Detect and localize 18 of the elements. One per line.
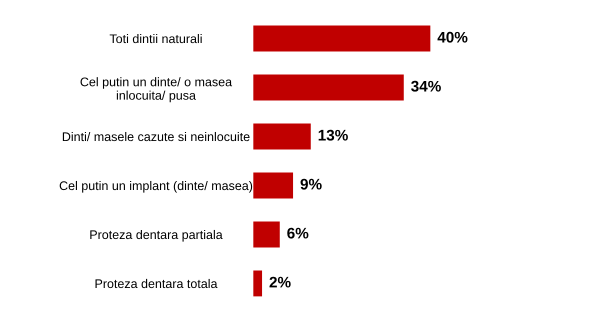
y-tick-label: Proteza dentara totala — [96, 278, 218, 288]
data-label: 2% — [270, 276, 291, 288]
data-label: 34% — [411, 80, 441, 92]
data-label: 6% — [287, 228, 308, 239]
y-tick-label: Cel putin un implant (dinte/ masea) — [60, 180, 252, 193]
bar — [253, 124, 311, 150]
data-label: 40% — [438, 32, 468, 43]
data-label: 13% — [318, 130, 348, 141]
data-label: 9% — [300, 178, 322, 190]
bar — [253, 26, 430, 52]
y-tick-label: Toti dintii naturali — [110, 34, 202, 44]
y-tick-label: Cel putin un dinte/ o masea inlocuita/ pusa — [80, 77, 232, 102]
y-tick-label: Dinti/ masele cazute si neinlocuite — [62, 132, 250, 142]
bar — [253, 221, 280, 248]
bar — [253, 74, 404, 100]
y-tick-label: Proteza dentara partiala — [90, 230, 223, 242]
bar — [253, 172, 294, 198]
bar — [253, 270, 262, 296]
